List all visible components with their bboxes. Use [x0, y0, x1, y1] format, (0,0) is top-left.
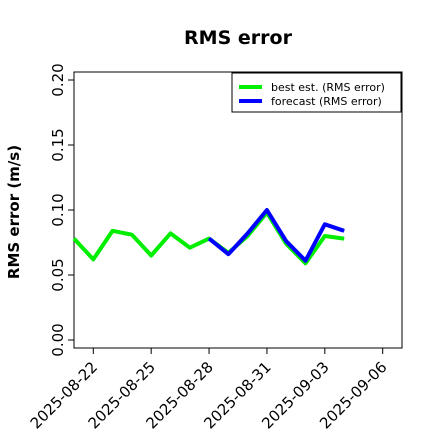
- y-tick-label: 0.05: [49, 258, 67, 291]
- data-point: [305, 262, 306, 264]
- legend-label-best-est: best est. (RMS error): [271, 81, 385, 94]
- data-point: [150, 255, 152, 256]
- data-point: [112, 230, 114, 232]
- data-point: [208, 238, 210, 240]
- data-point: [343, 230, 345, 232]
- y-axis-label: RMS error (m/s): [5, 145, 23, 279]
- y-tick-label: 0.00: [49, 323, 67, 356]
- data-point: [92, 258, 94, 260]
- data-point: [305, 260, 306, 262]
- data-point: [324, 223, 326, 225]
- series-line-forecast: [207, 208, 345, 263]
- series-layer: [72, 208, 345, 266]
- plot-frame: [73, 71, 403, 349]
- data-point: [170, 232, 171, 234]
- x-axis: 2025-08-222025-08-252025-08-282025-08-31…: [27, 348, 391, 432]
- y-tick-label: 0.20: [49, 63, 67, 96]
- y-tick-label: 0.15: [49, 128, 67, 161]
- data-point: [285, 240, 287, 242]
- series-line-best-est: [72, 210, 345, 266]
- data-point: [324, 235, 326, 237]
- y-axis: 0.00 0.05 0.10 0.15 0.20: [49, 63, 74, 357]
- legend-box: [231, 72, 402, 113]
- legend: best est. (RMS error) forecast (RMS erro…: [231, 72, 402, 113]
- data-point: [227, 253, 229, 255]
- legend-label-forecast: forecast (RMS error): [271, 95, 382, 108]
- data-point: [266, 209, 268, 211]
- data-point: [131, 234, 133, 236]
- data-point: [247, 232, 249, 234]
- data-point: [73, 238, 75, 240]
- chart-title: RMS error: [184, 27, 293, 49]
- y-tick-label: 0.10: [49, 193, 67, 226]
- data-point: [189, 247, 191, 249]
- data-point: [343, 238, 345, 240]
